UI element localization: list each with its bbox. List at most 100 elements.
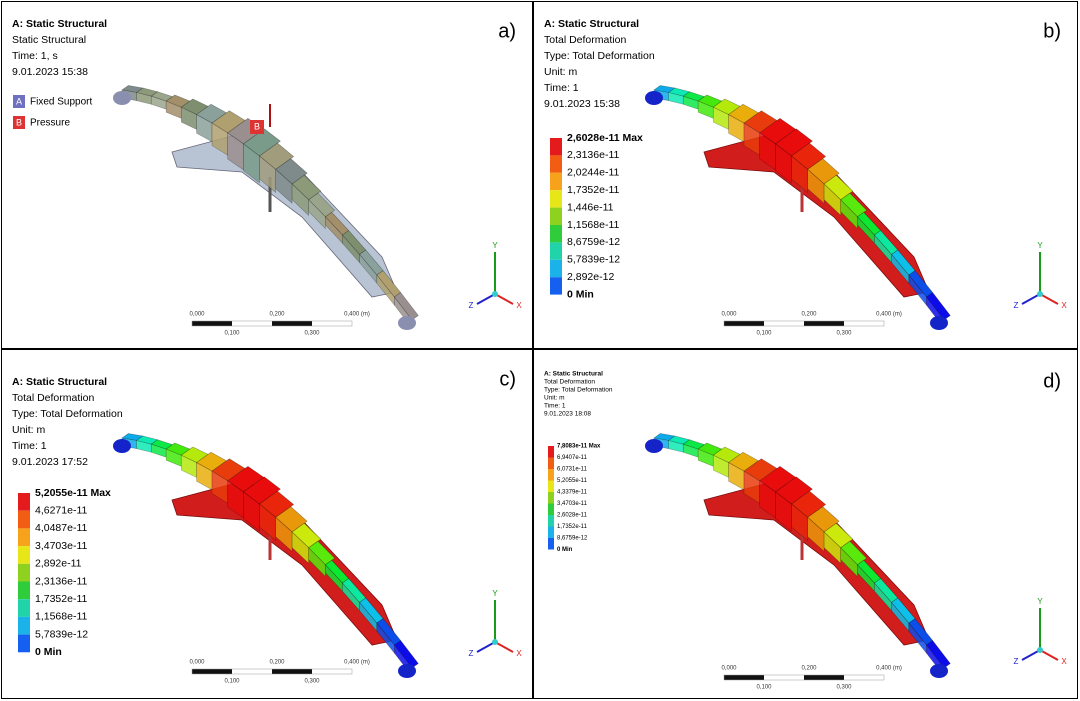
header-line: A: Static Structural [12,18,107,30]
support-key: B [16,117,22,127]
spring-leaf-top [393,292,419,321]
legend-label: 8,6759e-12 [557,536,588,542]
scale-bar [191,320,353,327]
scale-label: 0,300 [836,331,852,337]
panel: c) A: Static Structural Total Deformation T… [1,349,533,699]
spring-leaf-side [775,143,792,184]
header-line: Type: Total Deformation [544,50,655,62]
axis-label: X [516,301,522,310]
header-line: Total Deformation [544,34,626,46]
spring-leaf-side [840,199,858,230]
legend-label: 2,3136e-11 [35,575,88,587]
scale-label: 0,300 [836,685,852,691]
header-line: Total Deformation [12,392,94,404]
legend-swatch [550,207,562,225]
scale-label: 0,100 [224,331,240,337]
legend-swatch [548,503,554,515]
axis-z [1021,293,1041,305]
axis-z [476,293,496,305]
panel: a) A: Static Structural Static Structural T… [1,1,533,349]
legend-swatch [18,510,30,529]
header-line: Total Deformation [544,379,595,386]
legend-swatch [18,563,30,582]
header-line: Unit: m [544,395,565,402]
legend-label: 1,446e-11 [567,201,614,213]
legend-label: 4,6271e-11 [35,504,88,516]
legend-label: 8,6759e-12 [567,236,620,248]
spring-leaf-side [791,155,809,194]
spring-eye [398,316,416,330]
scale-bar [724,675,764,680]
spring-leaf-top [211,110,246,134]
legend-swatch [548,446,554,458]
spring-leaf-side [308,547,326,578]
spring-leaf-top [774,476,813,505]
support-text: Pressure [30,118,70,129]
legend-swatch [548,492,554,504]
scale-bar [723,674,885,681]
panel-view: c) A: Static Structural Total Deformation T… [12,368,522,685]
scale-label: 0,400 (m) [876,666,902,672]
legend-label: 5,2055e-11 [557,478,588,484]
spring-leaf-top [682,439,706,450]
legend-label: 1,7352e-11 [567,184,620,196]
axis-x [1039,649,1059,661]
axis-origin [1037,647,1043,653]
legend-swatch [550,259,562,278]
legend-label: 0 Min [567,288,594,300]
header-line: Time: 1 [12,440,47,452]
scale-label: 0,200 [801,312,817,318]
spring-leaf-top [150,439,174,450]
legend-swatch [550,155,562,173]
spring-leaf-side [291,183,309,217]
axis-z [1021,649,1041,661]
header-line: 9.01.2023 15:38 [544,98,620,110]
scale-label: 0,300 [304,679,320,685]
scale-label: 0,400 (m) [876,312,902,318]
legend-label: 0 Min [557,547,573,553]
panel-label: a) [498,20,516,42]
spring-leaf-top [242,476,281,505]
spring-leaf-side [823,183,841,217]
scale-bar [192,321,232,326]
legend-swatch [548,457,554,469]
legend-swatch [550,277,562,295]
spring-leaf-side [840,547,858,578]
legend-swatch [18,599,30,617]
header-line: A: Static Structural [12,376,107,388]
spring-leaf-top [807,506,840,533]
header-line: A: Static Structural [544,371,603,378]
spring-leaf-top [308,540,336,566]
spring-eye [930,664,948,678]
spring-leaf-side [275,168,293,204]
scale-bar [804,675,844,680]
header-line: Time: 1, s [12,50,58,62]
spring-leaf-top [211,458,246,482]
scale-label: 0,400 (m) [344,660,370,666]
legend-swatch [548,480,554,492]
legend-label: 1,7352e-11 [557,524,588,530]
axis-label: Z [469,649,474,658]
scale-label: 0,200 [801,666,817,672]
legend-label: 2,6028e-11 Max [567,132,643,144]
header-line: 9.01.2023 17:52 [12,456,88,468]
header-line: Unit: m [12,424,46,436]
legend-label: 5,7839e-12 [35,628,88,640]
scale-bar [192,669,232,674]
legend-label: 5,7839e-12 [567,254,620,266]
spring-leaf-side [259,155,277,194]
header-line: 9.01.2023 18:08 [544,411,591,418]
panel-label: d) [1043,370,1061,392]
axis-label: Z [1014,657,1019,666]
legend-label: 1,7352e-11 [35,593,88,605]
legend-swatch [18,616,30,635]
support-key: A [16,96,22,106]
axis-label: X [516,649,522,658]
support-text: Fixed Support [30,97,92,108]
support-key-box [13,116,25,129]
scale-label: 0,200 [269,312,285,318]
panel-label: c) [499,368,516,390]
legend-swatch [548,526,554,538]
legend-label: 6,9407e-11 [557,455,588,461]
